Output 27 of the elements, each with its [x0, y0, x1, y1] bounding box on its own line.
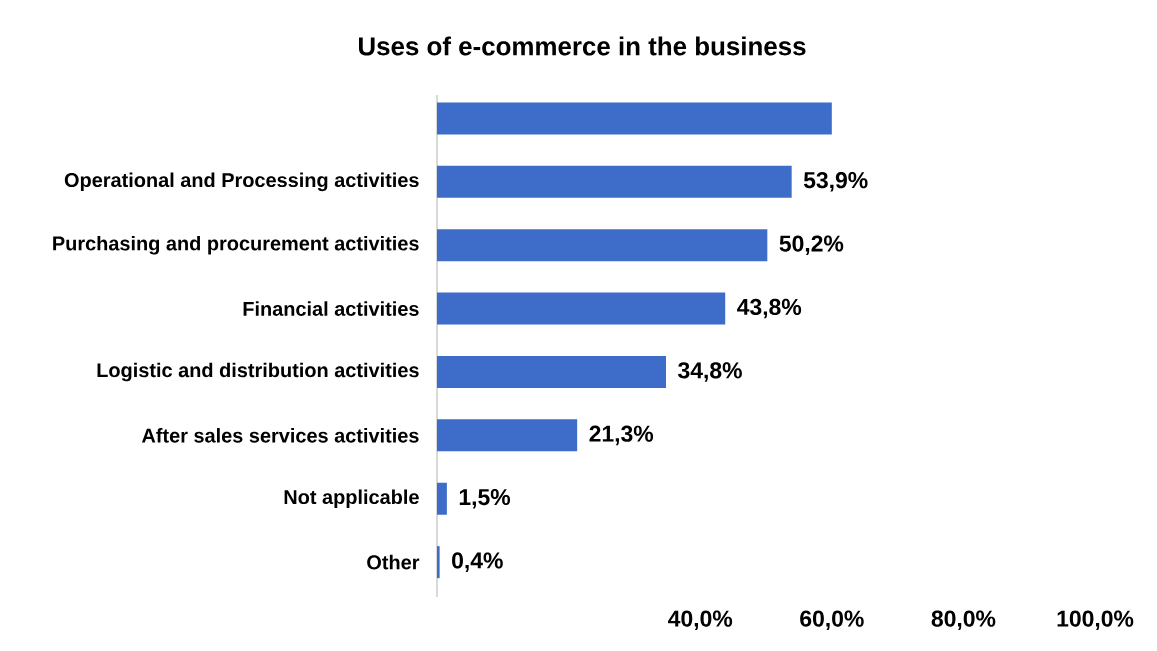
y-tick-label: After sales services activities: [141, 428, 419, 443]
chart-title: Uses of e-commerce in the business: [359, 36, 806, 56]
data-label: 53,9%: [803, 172, 868, 192]
y-tick-label: Not applicable: [284, 489, 419, 509]
bar: [437, 546, 440, 579]
data-label: 50,2%: [779, 235, 844, 255]
x-tick-label: 40,0%: [668, 610, 733, 631]
y-tick-label: Other: [367, 554, 420, 570]
bar: [437, 482, 447, 515]
data-label: 1,5%: [459, 488, 511, 509]
bar: [437, 355, 666, 388]
x-tick-label: 100,0%: [1057, 610, 1134, 631]
data-label: 43,8%: [737, 298, 802, 319]
data-label: 34,8%: [678, 362, 742, 382]
bar: [437, 165, 792, 198]
bar: [437, 419, 578, 452]
y-tick-label: Operational and Processing activities: [64, 172, 419, 192]
y-tick-label: Purchasing and procurement activities: [53, 235, 419, 255]
data-label: 0,4%: [452, 552, 503, 572]
y-tick-label: Financial activities: [243, 301, 419, 316]
data-label: 21,3%: [589, 425, 654, 446]
bar: [437, 292, 726, 325]
bar: [437, 229, 768, 262]
x-tick-label: 80,0%: [931, 610, 996, 631]
y-tick-label: Logistic and distribution activities: [97, 362, 419, 382]
x-tick-label: 60,0%: [800, 610, 864, 631]
bar: [437, 102, 832, 135]
